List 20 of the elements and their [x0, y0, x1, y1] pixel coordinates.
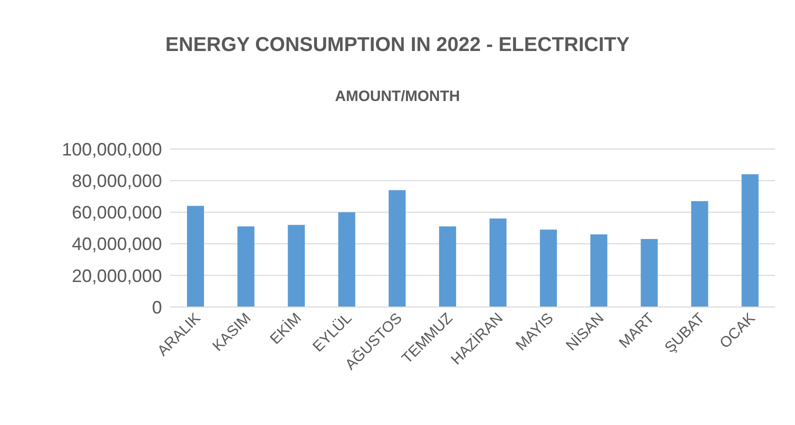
bar	[237, 226, 254, 307]
bar	[691, 201, 708, 307]
bar	[540, 230, 557, 307]
y-tick-label: 60,000,000	[72, 202, 162, 223]
y-tick-label: 100,000,000	[62, 139, 162, 160]
y-tick-label: 80,000,000	[72, 170, 162, 191]
chart-title: ENERGY CONSUMPTION IN 2022 - ELECTRICITY	[164, 34, 631, 57]
y-tick-label: 0	[152, 297, 162, 318]
bar	[439, 226, 456, 307]
chart-subtitle: AMOUNT/MONTH	[334, 88, 461, 105]
y-tick-label: 40,000,000	[72, 234, 162, 254]
bar	[490, 218, 506, 307]
bar	[640, 239, 658, 307]
bar	[288, 224, 305, 307]
y-tick-label: 20,000,000	[72, 266, 162, 286]
bar	[187, 206, 204, 307]
bar	[338, 212, 356, 307]
bar	[590, 234, 608, 307]
bar	[388, 190, 406, 307]
bar	[742, 174, 759, 307]
